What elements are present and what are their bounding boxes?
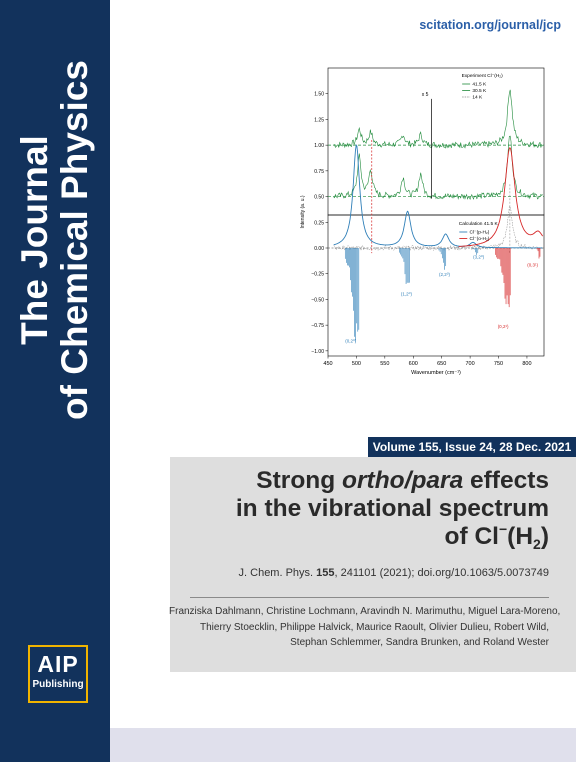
y-tick-label: −0.25 <box>311 272 324 278</box>
article-title-line2: in the vibrational spectrum <box>235 495 549 522</box>
x-axis-label: Wavenumber (cm⁻¹) <box>411 370 461 376</box>
y-tick-label: 0.75 <box>314 169 324 175</box>
legend-label: 41.5 K <box>472 82 487 88</box>
logo-text-aip: AIP <box>37 651 79 677</box>
y-tick-label: 0.50 <box>314 195 324 201</box>
y-tick-label: −0.50 <box>311 297 324 303</box>
x-tick-label: 750 <box>494 361 503 367</box>
volume-info-bar: Volume 155, Issue 24, 28 Dec. 2021 <box>368 437 576 457</box>
spectrum-chart: 450 500 550 600 650 700 750 800 −1.00 −0.75 −0.50 −… <box>300 67 545 376</box>
top-panel-title: Experiment Cl⁻(H₂) <box>462 73 504 79</box>
article-title-line1: Strong ortho/para effects <box>256 467 549 494</box>
legend-label: 30.5 K <box>472 88 487 94</box>
y-tick-label: 1.25 <box>314 117 324 123</box>
article-citation[interactable]: J. Chem. Phys. 155, 241101 (2021); doi.o… <box>238 567 549 579</box>
legend-label: 14 K <box>472 95 483 101</box>
y-axis-label: Intensity (a. u.) <box>300 195 306 228</box>
x-tick-label: 500 <box>352 361 361 367</box>
calc-series-line <box>458 146 543 247</box>
stick-label: (1,2⁰) <box>401 291 413 296</box>
journal-title-line1: The Journal <box>14 135 55 345</box>
series-line-14K <box>333 206 543 252</box>
x-tick-label: 700 <box>466 361 475 367</box>
calc-series-line <box>333 144 543 249</box>
author-line: Franziska Dahlmann, Christine Lochmann, … <box>169 606 561 617</box>
stick-label: (2,2⁰) <box>439 272 451 277</box>
x-tick-label: 600 <box>409 361 418 367</box>
x-tick-label: 650 <box>437 361 446 367</box>
series-line-415K <box>333 89 543 149</box>
journal-title-line2: of Chemical Physics <box>54 60 95 420</box>
author-list: Franziska Dahlmann, Christine Lochmann, … <box>169 604 561 651</box>
bottom-panel-frame <box>327 214 545 357</box>
stick-label: (0,3¹) <box>527 263 538 268</box>
divider <box>190 597 549 598</box>
y-tick-label: −0.75 <box>311 323 324 329</box>
legend-label: Cl⁻(p-H₂) <box>470 230 490 236</box>
article-panel: Strong ortho/para effects in the vibrati… <box>169 457 576 672</box>
author-line: Stephan Schlemmer, Sandra Brunken, and R… <box>290 637 549 648</box>
stick-label: (0,2⁰) <box>345 339 357 344</box>
article-title-line3: of Cl−(H2) <box>444 521 549 552</box>
aip-publishing-logo: AIP Publishing <box>28 645 88 703</box>
stick-label: (0,2¹) <box>498 324 509 329</box>
legend-label: Cl⁻(o-H₂) <box>470 236 490 242</box>
y-tick-label: 0.00 <box>314 246 324 252</box>
y-tick-label: 0.25 <box>314 220 324 226</box>
logo-text-publishing: Publishing <box>32 679 84 690</box>
x-tick-label: 450 <box>323 361 332 367</box>
stick-label: (3,2⁰) <box>473 254 485 259</box>
y-tick-label: 1.50 <box>314 92 324 98</box>
footer-band <box>110 728 576 762</box>
article-title: Strong ortho/para effects in the vibrati… <box>169 467 549 551</box>
journal-spine: The Journal of Chemical Physics AIP Publ… <box>0 0 110 762</box>
bottom-panel-title: Calculation 41.5 K <box>459 221 499 227</box>
x-tick-label: 550 <box>380 361 389 367</box>
author-line: Thierry Stoecklin, Philippe Halvick, Mau… <box>199 621 549 633</box>
x-tick-label: 800 <box>522 361 531 367</box>
y-tick-label: 1.00 <box>314 143 324 149</box>
scale-label: x 5 <box>422 92 429 98</box>
y-tick-label: −1.00 <box>311 349 324 355</box>
journal-title: The Journal of Chemical Physics <box>14 10 95 470</box>
spectrum-figure: 450 500 550 600 650 700 750 800 −1.00 −0.75 −0.50 −… <box>298 63 553 406</box>
journal-url[interactable]: scitation.org/journal/jcp <box>419 18 561 32</box>
